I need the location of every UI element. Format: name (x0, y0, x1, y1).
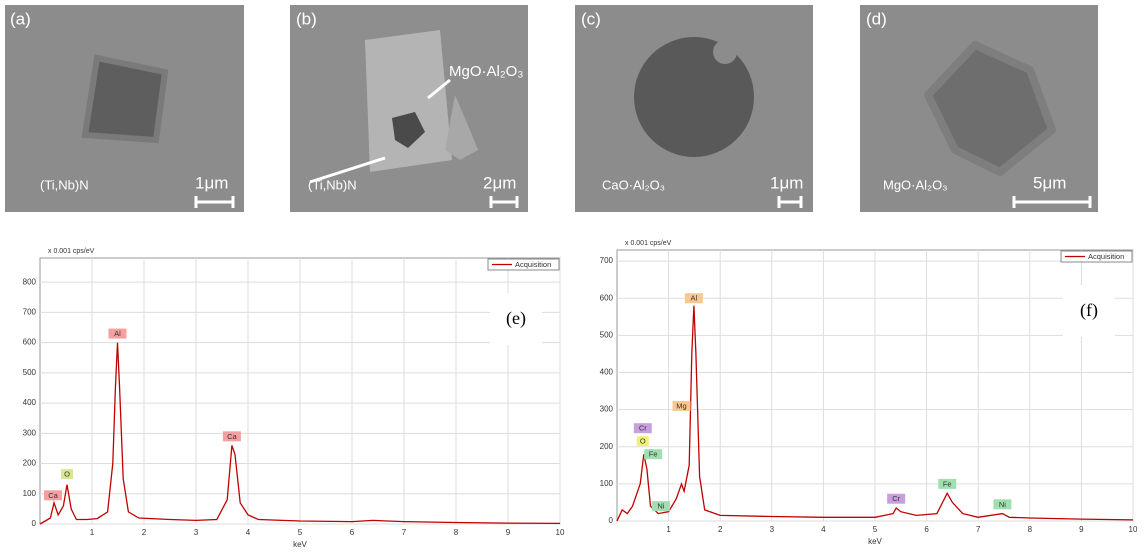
particle (365, 30, 452, 172)
x-axis-label: keV (293, 540, 307, 549)
peak-label: Mg (676, 401, 686, 410)
legend-label: Acquisition (515, 260, 551, 269)
sem-image: (d) MgO·Al₂O₃ 5μm (860, 5, 1098, 212)
y-tick-label: 500 (23, 368, 37, 377)
y-tick-label: 0 (609, 516, 614, 525)
y-tick-label: 600 (600, 293, 614, 302)
inclusion-label: MgO·Al₂O₃ (449, 63, 523, 80)
peak-label: Ca (48, 491, 58, 500)
peak-label: Al (114, 329, 121, 338)
x-tick-label: 10 (1129, 525, 1138, 534)
sem-image: (a) (Ti,Nb)N 1μm (5, 5, 244, 212)
x-tick-label: 4 (246, 528, 251, 537)
y-axis-label: x 0.001 cps/eV (48, 248, 95, 255)
peak-label: O (64, 470, 70, 479)
y-tick-label: 100 (600, 479, 614, 488)
scale-label: 2μm (483, 173, 516, 192)
y-tick-label: 700 (23, 308, 37, 317)
peak-label: Ca (227, 432, 237, 441)
y-tick-label: 300 (600, 405, 614, 414)
x-tick-label: 6 (350, 528, 355, 537)
sem-image: (b) MgO·Al₂O₃ (Ti,Nb)N 2μm (290, 5, 528, 212)
x-tick-label: 9 (506, 528, 511, 537)
figure: (a) (Ti,Nb)N 1μm (b) MgO·Al₂O₃ (Ti,Nb)N … (0, 0, 1147, 553)
phase-label: CaO·Al₂O₃ (602, 177, 665, 192)
x-tick-label: 8 (1028, 525, 1033, 534)
y-tick-label: 600 (23, 338, 37, 347)
peak-label: Fe (649, 450, 658, 459)
y-tick-label: 700 (600, 256, 614, 265)
x-tick-label: 1 (666, 525, 671, 534)
phase-label: MgO·Al₂O₃ (883, 177, 948, 192)
phase-label: (Ti,Nb)N (308, 177, 357, 192)
x-tick-label: 7 (976, 525, 981, 534)
panel-label: (d) (866, 9, 887, 28)
x-tick-label: 2 (142, 528, 147, 537)
phase-label: (Ti,Nb)N (40, 177, 89, 192)
y-tick-label: 200 (600, 442, 614, 451)
scale-label: 1μm (195, 173, 228, 192)
peak-label: Cr (639, 424, 647, 433)
scale-label: 1μm (770, 173, 803, 192)
x-tick-label: 4 (821, 525, 826, 534)
y-tick-label: 500 (600, 330, 614, 339)
x-tick-label: 1 (90, 528, 95, 537)
panel-label: (a) (10, 9, 31, 28)
page: {"images": [ {"panel": "(a)", "phase": "… (0, 0, 1147, 553)
particle (85, 58, 165, 140)
y-tick-label: 400 (23, 398, 37, 407)
x-tick-label: 3 (194, 528, 199, 537)
panel-label: (c) (581, 9, 601, 28)
x-tick-label: 8 (454, 528, 459, 537)
scale-label: 5μm (1033, 173, 1066, 192)
x-tick-label: 6 (924, 525, 929, 534)
x-tick-label: 2 (718, 525, 723, 534)
panel-label: (e) (506, 308, 526, 329)
peak-label: Ni (657, 502, 664, 511)
panel-label: (b) (296, 9, 317, 28)
y-tick-label: 200 (23, 459, 37, 468)
y-tick-label: 800 (23, 277, 37, 286)
peak-label: Al (691, 294, 698, 303)
spectrum-chart: 0 100 200 300 400 500 600 700 1 2 3 4 5 6 7 8 9 10 x 0.001… (600, 240, 1138, 546)
x-tick-label: 5 (298, 528, 303, 537)
x-axis-label: keV (868, 537, 882, 546)
x-tick-label: 5 (873, 525, 878, 534)
y-axis-label: x 0.001 cps/eV (625, 240, 672, 247)
x-tick-label: 3 (770, 525, 775, 534)
sem-image: (c) CaO·Al₂O₃ 1μm (575, 5, 813, 212)
panel-label: (f) (1080, 300, 1098, 321)
y-tick-label: 400 (600, 368, 614, 377)
x-tick-label: 9 (1079, 525, 1084, 534)
peak-label: Ni (999, 500, 1006, 509)
spectrum-chart: 0 100 200 300 400 500 600 700 800 1 2 3 4 5 6 7 8 9 10 x 0.… (23, 248, 565, 549)
peak-label: Fe (943, 479, 952, 488)
y-tick-label: 100 (23, 489, 37, 498)
peak-label: O (640, 437, 646, 446)
notch (713, 40, 737, 64)
legend-label: Acquisition (1088, 252, 1124, 261)
y-tick-label: 300 (23, 428, 37, 437)
x-tick-label: 7 (402, 528, 407, 537)
x-tick-label: 10 (556, 528, 565, 537)
peak-label: Cr (892, 494, 900, 503)
y-tick-label: 0 (32, 519, 37, 528)
